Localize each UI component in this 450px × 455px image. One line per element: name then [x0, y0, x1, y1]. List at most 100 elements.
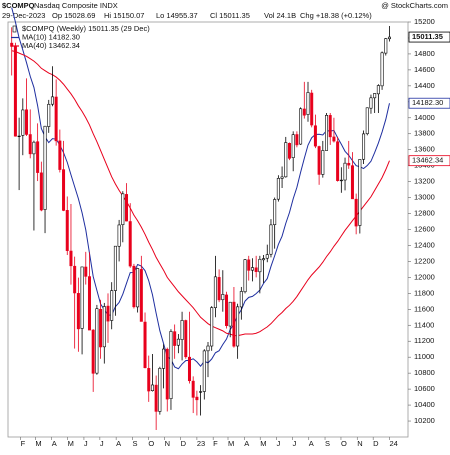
candle-body — [73, 265, 77, 294]
candle-body — [195, 396, 199, 401]
legend-label: $COMPQ (Weekly) 15011.35 (29 Dec) — [22, 24, 150, 33]
y-tick-label: 13200 — [414, 177, 435, 186]
candle-body — [254, 267, 258, 272]
candle-body — [173, 331, 177, 346]
legend-swatch — [12, 25, 17, 33]
candle-body — [328, 115, 332, 138]
y-tick-label: 11000 — [414, 352, 434, 361]
candle-body — [299, 108, 303, 145]
candle-body — [265, 254, 269, 259]
candle-body — [380, 52, 384, 87]
candle-body — [276, 178, 280, 200]
candle-body — [232, 301, 236, 347]
candle-body — [102, 306, 106, 348]
candle-body — [65, 210, 69, 251]
candle-body — [106, 305, 110, 322]
y-tick-label: 13800 — [414, 129, 435, 138]
y-tick-label: 12400 — [414, 240, 435, 249]
candle-body — [58, 140, 62, 170]
candle-body — [373, 93, 377, 99]
candle-body — [291, 134, 295, 158]
candle-body — [258, 258, 262, 273]
candle-body — [250, 267, 254, 271]
y-tick-label: 15200 — [414, 17, 435, 26]
candle-body — [91, 329, 95, 374]
x-tick-label: M — [35, 439, 41, 448]
x-tick-label: A — [309, 439, 314, 448]
candle-body — [76, 293, 80, 330]
candle-body — [350, 165, 354, 200]
quote-field: Chg +18.38 (+0.12%) — [300, 11, 372, 20]
candle-body — [121, 193, 125, 226]
candle-body — [284, 142, 288, 178]
candle-body — [221, 294, 225, 301]
candle-body — [313, 125, 317, 147]
x-tick-label: M — [68, 439, 74, 448]
candle-body — [225, 294, 229, 326]
candle-body — [210, 307, 214, 347]
moving-average-line — [11, 7, 390, 370]
candle-body — [317, 146, 321, 175]
candle-body — [280, 176, 284, 179]
candle-body — [13, 46, 17, 137]
candle-body — [50, 96, 54, 105]
quote-field: Hi 15150.07 — [104, 11, 144, 20]
candle-body — [362, 133, 366, 160]
x-tick-label: F — [213, 439, 218, 448]
x-tick-label: A — [244, 439, 249, 448]
candle-body — [369, 97, 373, 109]
candle-body — [169, 331, 173, 399]
y-tick-label: 10600 — [414, 384, 435, 393]
candle-body — [117, 224, 121, 247]
candle-body — [239, 291, 243, 308]
x-tick-label: M — [260, 439, 266, 448]
candle-body — [54, 96, 58, 142]
legend-label: MA(40) 13462.34 — [22, 41, 80, 50]
y-tick-label: 11800 — [414, 288, 434, 297]
x-tick-label: 23 — [197, 439, 205, 448]
candle-body — [287, 143, 291, 159]
candle-body — [387, 36, 391, 40]
candle-body — [358, 159, 362, 226]
candle-body — [128, 221, 132, 267]
quote-field: Vol 24.1B — [264, 11, 296, 20]
candle-body — [158, 368, 162, 412]
quote-date: 29-Dec-2023 — [2, 11, 45, 20]
quote-field: Lo 14955.37 — [156, 11, 198, 20]
candle-body — [347, 162, 351, 166]
candle-body — [80, 266, 84, 329]
watermark: @ StockCharts.com — [381, 1, 448, 10]
y-tick-label: 13000 — [414, 193, 435, 202]
candle-body — [84, 266, 88, 277]
candle-body — [162, 348, 166, 369]
y-tick-label: 10200 — [414, 416, 435, 425]
y-tick-label: 14800 — [414, 49, 435, 58]
candle-body — [217, 277, 221, 301]
candle-body — [247, 259, 251, 271]
candle-body — [36, 141, 40, 173]
candle-body — [47, 103, 51, 127]
candle-body — [69, 250, 73, 267]
last-value-box — [408, 97, 450, 109]
candle-body — [336, 141, 340, 181]
y-tick-label: 14000 — [414, 113, 435, 122]
candle-body — [376, 85, 380, 95]
last-value-label: 14182.30 — [412, 98, 443, 107]
candle-body — [25, 109, 29, 135]
y-tick-label: 11200 — [414, 336, 434, 345]
candle-body — [95, 308, 99, 374]
y-tick-label: 11600 — [414, 304, 434, 313]
candle-body — [384, 38, 388, 54]
candle-body — [262, 258, 266, 261]
candle-body — [191, 380, 195, 398]
candle-body — [28, 134, 32, 155]
candle-body — [302, 108, 306, 116]
candle-body — [243, 259, 247, 293]
legend-label: MA(10) 14182.30 — [22, 32, 80, 41]
candle-body — [62, 169, 66, 211]
x-tick-label: S — [325, 439, 330, 448]
last-value-box — [408, 31, 450, 43]
candle-body — [32, 141, 36, 155]
candle-body — [180, 320, 184, 340]
